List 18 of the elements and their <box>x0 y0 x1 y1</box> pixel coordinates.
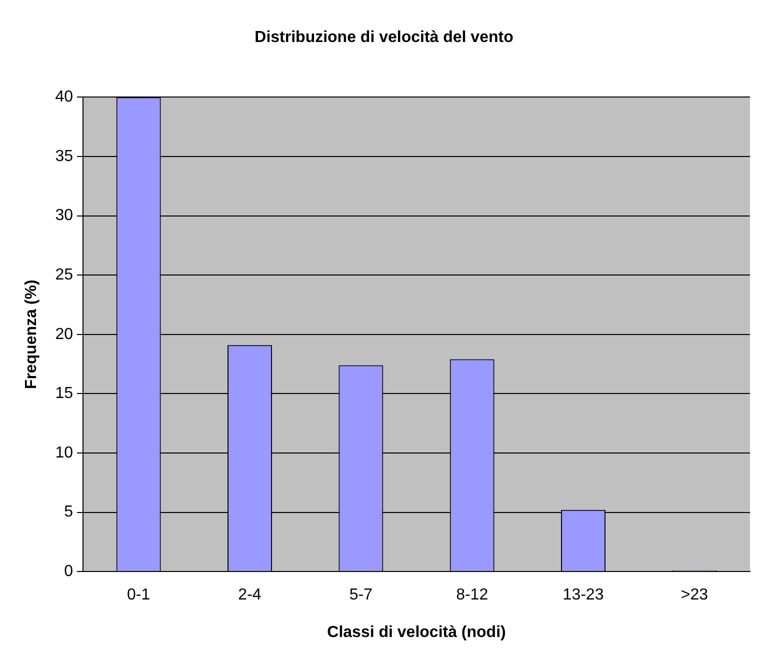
x-tick-label: >23 <box>680 586 708 604</box>
y-axis-title: Frequenza (%) <box>23 280 40 390</box>
x-tick-label: 8-12 <box>456 586 488 604</box>
x-tick-label: 0-1 <box>127 586 150 604</box>
y-tick-label: 25 <box>55 266 74 284</box>
y-tick-label: 10 <box>55 444 74 462</box>
y-tick-label: 15 <box>55 385 74 402</box>
y-tick-label: 20 <box>55 326 74 343</box>
y-tick-label: 35 <box>55 148 74 165</box>
x-axis-title: Classi di velocità (nodi) <box>327 624 506 641</box>
x-tick-label: 5-7 <box>349 586 373 604</box>
x-tick-label: 2-4 <box>238 586 262 604</box>
y-tick-label: 40 <box>55 88 74 106</box>
y-tick-label: 30 <box>55 207 74 224</box>
y-tick-label: 5 <box>64 504 74 521</box>
x-tick-label: 13-23 <box>562 586 604 604</box>
y-tick-label: 0 <box>64 563 74 580</box>
chart-title: Distribuzione di velocità del vento <box>254 29 514 46</box>
